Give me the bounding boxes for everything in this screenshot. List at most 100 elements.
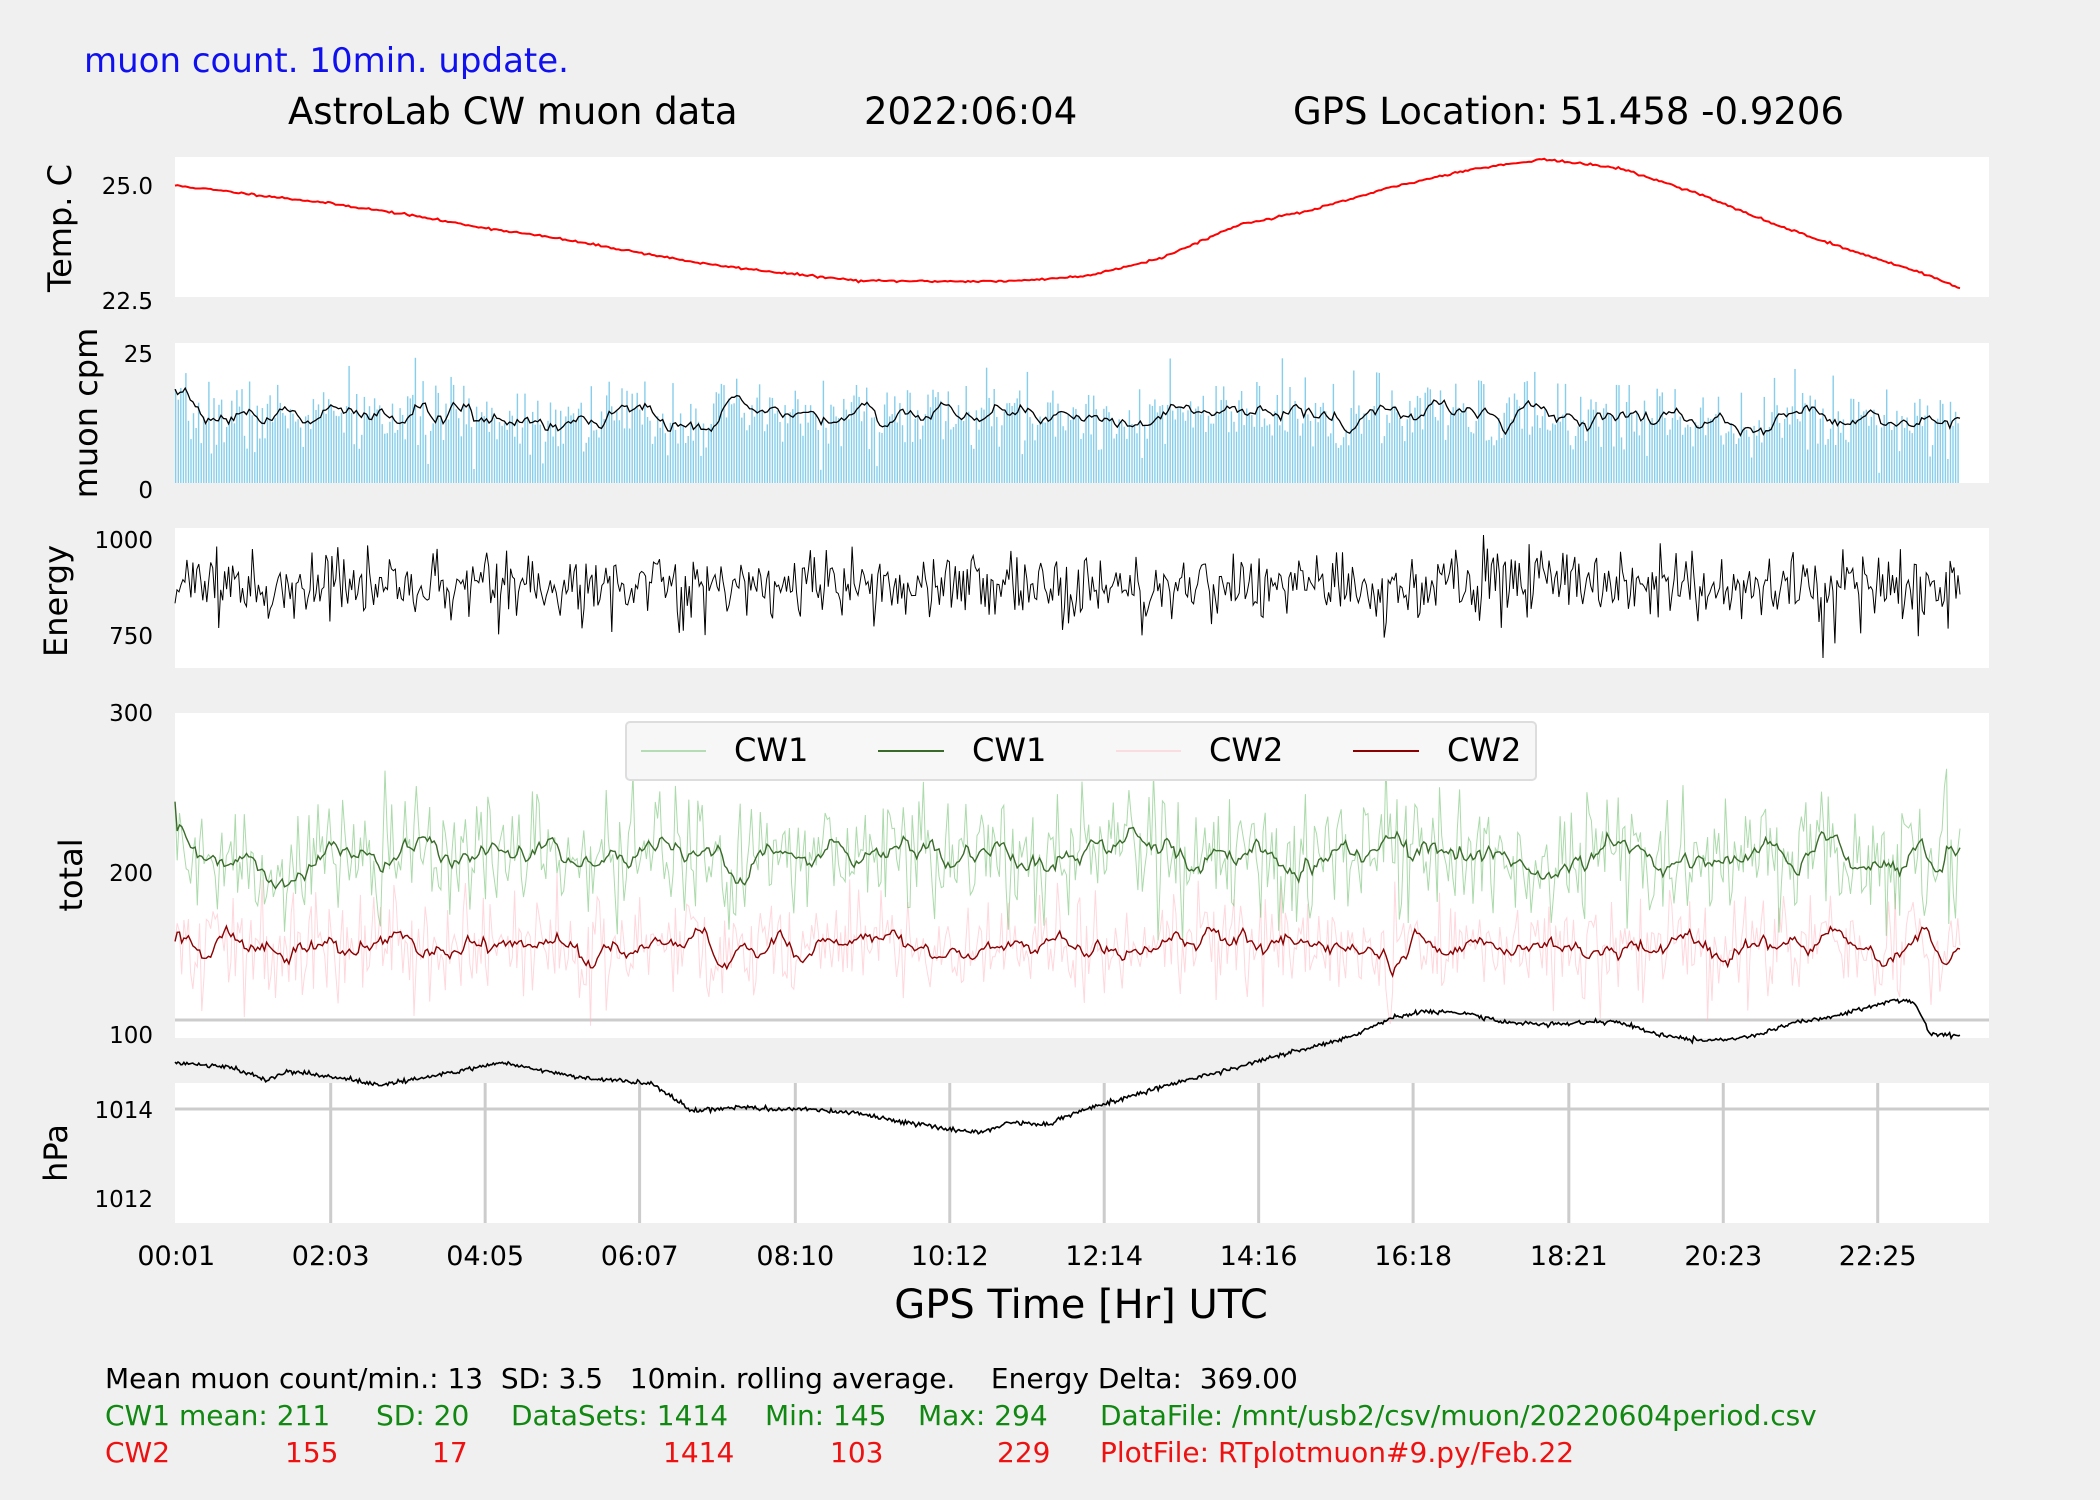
muon-bar: [1442, 404, 1444, 483]
muon-bar: [718, 393, 720, 483]
muon-bar: [598, 437, 600, 483]
muon-bar: [1903, 427, 1906, 483]
muon-bar: [743, 412, 745, 483]
muon-bar: [1307, 414, 1309, 483]
muon-bar: [723, 385, 725, 483]
muon-bar: [1916, 415, 1918, 483]
muon-bar: [843, 398, 845, 483]
muon-bar: [1192, 427, 1194, 483]
muon-bar: [1184, 420, 1187, 483]
muon-bar: [942, 439, 944, 483]
temp-line: [174, 157, 1961, 290]
muon-bar: [787, 423, 789, 483]
muon-bar: [516, 393, 519, 483]
muon-bar: [736, 378, 738, 483]
pressure-panel: [175, 1083, 1989, 1223]
muon-bar: [945, 421, 947, 483]
muon-bar: [1781, 437, 1783, 483]
muon-bar: [1414, 407, 1416, 483]
muon-bar: [493, 418, 496, 483]
muon-bar: [1062, 426, 1064, 483]
muon-bar: [307, 414, 309, 483]
muon-bar: [621, 388, 623, 483]
muon-bar: [1087, 395, 1090, 483]
muon-bar: [1396, 412, 1398, 483]
muon-bar: [983, 409, 985, 483]
muon-bar: [1513, 393, 1516, 483]
muon-bar: [758, 384, 761, 483]
muon-bar: [353, 444, 355, 483]
muon-bar: [1674, 389, 1676, 483]
muon-bar: [567, 406, 570, 483]
muon-bar: [1526, 381, 1528, 483]
muon-bar: [1144, 424, 1146, 483]
muon-bar: [973, 448, 975, 483]
cw1-raw-line: [174, 763, 1961, 943]
muon-bar: [1008, 403, 1011, 483]
muon-bar: [1745, 429, 1748, 483]
muon-bar: [1521, 428, 1523, 483]
muon-bar: [1944, 420, 1947, 483]
muon-bar: [720, 383, 723, 483]
muon-bar: [741, 417, 743, 483]
muon-bar: [292, 413, 294, 483]
muon-bar: [993, 389, 995, 483]
muon-bar: [305, 416, 307, 483]
muon-bar: [236, 390, 238, 483]
muon-bar: [562, 443, 564, 483]
total-series: [174, 763, 1961, 1026]
muon-bar: [1248, 413, 1250, 483]
muon-bar: [394, 432, 396, 483]
muon-bar: [294, 421, 297, 483]
muon-bar: [1332, 383, 1335, 483]
muon-bar: [366, 414, 368, 483]
muon-bar: [241, 389, 243, 483]
muon-bar: [1699, 407, 1702, 483]
muon-bar: [486, 401, 488, 483]
muon-bar: [634, 408, 636, 483]
muon-bar: [1641, 421, 1643, 483]
muon-bar: [960, 418, 962, 483]
muon-bar: [1322, 402, 1324, 483]
muon-bar: [1546, 429, 1549, 483]
muon-bar: [1952, 425, 1954, 483]
muon-bar: [922, 425, 924, 483]
muon-bar: [1286, 431, 1289, 483]
muon-bar: [1001, 425, 1003, 483]
x-tick-label: 18:21: [1530, 1241, 1608, 1272]
muon-bar: [1179, 407, 1182, 483]
muon-bar: [702, 423, 705, 483]
muon-bar: [1870, 416, 1873, 483]
muon-bar: [419, 416, 422, 483]
muon-bar: [753, 416, 756, 483]
muon-bar: [975, 410, 978, 483]
muon-bar: [1837, 411, 1839, 483]
muon-bar: [389, 421, 391, 483]
muon-bar: [794, 390, 796, 483]
muon-bar: [266, 403, 269, 483]
muon-bar: [631, 393, 633, 483]
muon-bar: [687, 436, 689, 483]
muon-bar: [1240, 391, 1243, 483]
muon-bar: [1034, 440, 1036, 483]
total-ytick-mid: 200: [109, 861, 153, 887]
muon-bar: [228, 421, 230, 483]
muon-bar: [1725, 433, 1727, 483]
cw2-raw-line: [174, 872, 1961, 1026]
muon-bar: [312, 399, 315, 483]
muon-bar: [1710, 419, 1712, 483]
muon-bar: [728, 398, 730, 483]
muon-bar: [330, 404, 332, 483]
muon-bar: [1860, 414, 1862, 483]
muon-bar: [197, 402, 200, 483]
muon-bar: [1817, 443, 1819, 483]
muon-bar: [1582, 420, 1584, 483]
muon-bar: [1098, 449, 1100, 483]
muon-bar: [1717, 396, 1720, 483]
muon-bar: [1822, 408, 1824, 483]
muon-bar: [835, 416, 837, 483]
muon-bar: [679, 413, 682, 483]
muon-bar: [1804, 403, 1806, 483]
muon-bar: [1205, 432, 1207, 483]
muon-bar: [1748, 436, 1750, 483]
